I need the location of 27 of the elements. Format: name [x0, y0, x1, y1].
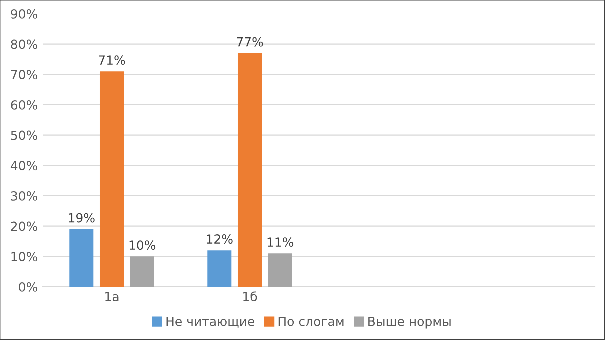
data-label: 19%	[69, 213, 95, 223]
y-tick-label: 10%	[12, 252, 38, 262]
x-tick-label: 1б	[244, 292, 258, 302]
legend-label: Не читающие	[166, 317, 254, 328]
y-tick-label: 90%	[11, 9, 38, 19]
data-label: 12%	[207, 234, 233, 244]
bar	[130, 256, 154, 287]
bar	[208, 250, 232, 287]
bar	[100, 72, 124, 287]
y-tick-label: 70%	[11, 70, 38, 80]
data-label: 10%	[130, 240, 156, 250]
y-tick-label: 50%	[11, 130, 38, 140]
x-tick-label: 1а	[106, 292, 119, 302]
y-tick-label: 80%	[11, 40, 38, 50]
y-tick-label: 60%	[11, 100, 38, 110]
legend-label: По слогам	[278, 317, 344, 326]
data-label: 71%	[99, 56, 126, 66]
data-label: 77%	[237, 37, 264, 47]
y-tick-label: 20%	[11, 222, 38, 232]
y-tick-label: 0%	[19, 282, 38, 292]
bar	[238, 53, 262, 287]
bar	[70, 229, 94, 287]
bar	[268, 254, 292, 287]
data-label: 11%	[268, 238, 294, 248]
legend-label: Выше нормы	[368, 317, 451, 329]
y-tick-label: 30%	[11, 191, 38, 201]
y-tick-label: 40%	[10, 161, 38, 171]
